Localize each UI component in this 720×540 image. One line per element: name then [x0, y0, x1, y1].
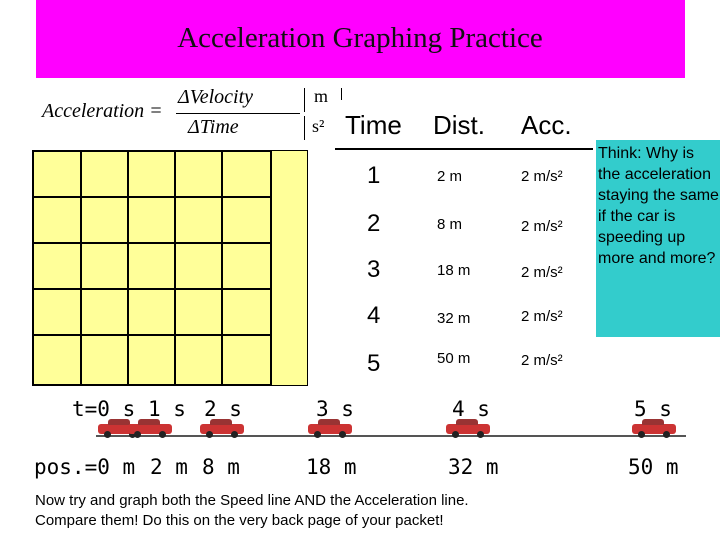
- fraction-bar: [176, 113, 300, 114]
- time-label: 5 s: [634, 397, 672, 421]
- graph-grid[interactable]: [32, 150, 272, 386]
- cell-acc: 2 m/s²: [521, 352, 563, 369]
- grid-line: [80, 152, 82, 384]
- formula-numerator: ΔVelocity: [178, 86, 254, 108]
- grid-line: [34, 334, 270, 336]
- header-acc: Acc.: [521, 110, 572, 140]
- car-icon: [200, 419, 244, 438]
- grid-line: [127, 152, 129, 384]
- position-label: 2 m: [150, 455, 188, 479]
- grid-line: [34, 242, 270, 244]
- car-icon: [446, 419, 490, 438]
- cell-dist: 18 m: [437, 262, 471, 279]
- cell-time: 1: [367, 162, 381, 189]
- cell-acc: 2 m/s²: [521, 264, 563, 281]
- title-banner: [36, 0, 685, 78]
- car-icon: [98, 419, 142, 438]
- cell-time: 2: [367, 210, 381, 237]
- time-label: 2 s: [204, 397, 242, 421]
- grid-line: [221, 152, 223, 384]
- header-divider: [335, 148, 593, 150]
- time-label: 4 s: [452, 397, 490, 421]
- instructions: Now try and graph both the Speed line AN…: [35, 491, 469, 531]
- cell-acc: 2 m/s²: [521, 218, 563, 235]
- grid-line: [34, 288, 270, 290]
- instructions-line-1: Now try and graph both the Speed line AN…: [35, 492, 469, 509]
- formula-unit-bottom: s²: [312, 116, 325, 136]
- cell-acc: 2 m/s²: [521, 308, 563, 325]
- cell-time: 5: [367, 350, 381, 377]
- time-label: 1 s: [148, 397, 186, 421]
- cell-dist: 8 m: [437, 216, 463, 233]
- graph-grid-extension: [272, 150, 308, 386]
- data-table: Time Dist. Acc. 1 2 m 2 m/s² 2 8 m 2 m/s…: [335, 100, 593, 377]
- position-label: pos.=0 m: [34, 455, 136, 479]
- header-time: Time: [345, 110, 402, 140]
- acceleration-formula: Acceleration = ΔVelocity ΔTime m s²: [38, 86, 342, 142]
- cell-dist: 2 m: [437, 168, 463, 185]
- time-label: 3 s: [316, 397, 354, 421]
- instructions-line-2: Compare them! Do this on the very back p…: [35, 512, 444, 529]
- motion-timeline: t=0 s 1 s 2 s 3 s 4 s 5 s pos.=0 m 2 m 8…: [0, 395, 720, 485]
- formula-denominator: ΔTime: [188, 116, 239, 138]
- cell-time: 4: [367, 302, 381, 329]
- time-label: t=0 s: [72, 397, 136, 421]
- grid-line: [34, 196, 270, 198]
- position-label: 18 m: [306, 455, 357, 479]
- position-label: 8 m: [202, 455, 240, 479]
- car-icon: [308, 419, 352, 438]
- cell-dist: 50 m: [437, 350, 471, 367]
- car-icon: [128, 419, 172, 438]
- car-icon: [632, 419, 676, 438]
- grid-line: [174, 152, 176, 384]
- page-title: Acceleration Graphing Practice: [177, 22, 543, 54]
- think-note: Think: Why is the acceleration staying t…: [596, 140, 720, 337]
- formula-lhs: Acceleration =: [42, 100, 163, 122]
- position-label: 32 m: [448, 455, 499, 479]
- header-dist: Dist.: [433, 110, 485, 140]
- formula-unit-top: m: [314, 86, 329, 106]
- cell-acc: 2 m/s²: [521, 168, 563, 185]
- position-label: 50 m: [628, 455, 679, 479]
- cell-dist: 32 m: [437, 310, 471, 327]
- cell-time: 3: [367, 256, 381, 283]
- road-line: [96, 435, 686, 437]
